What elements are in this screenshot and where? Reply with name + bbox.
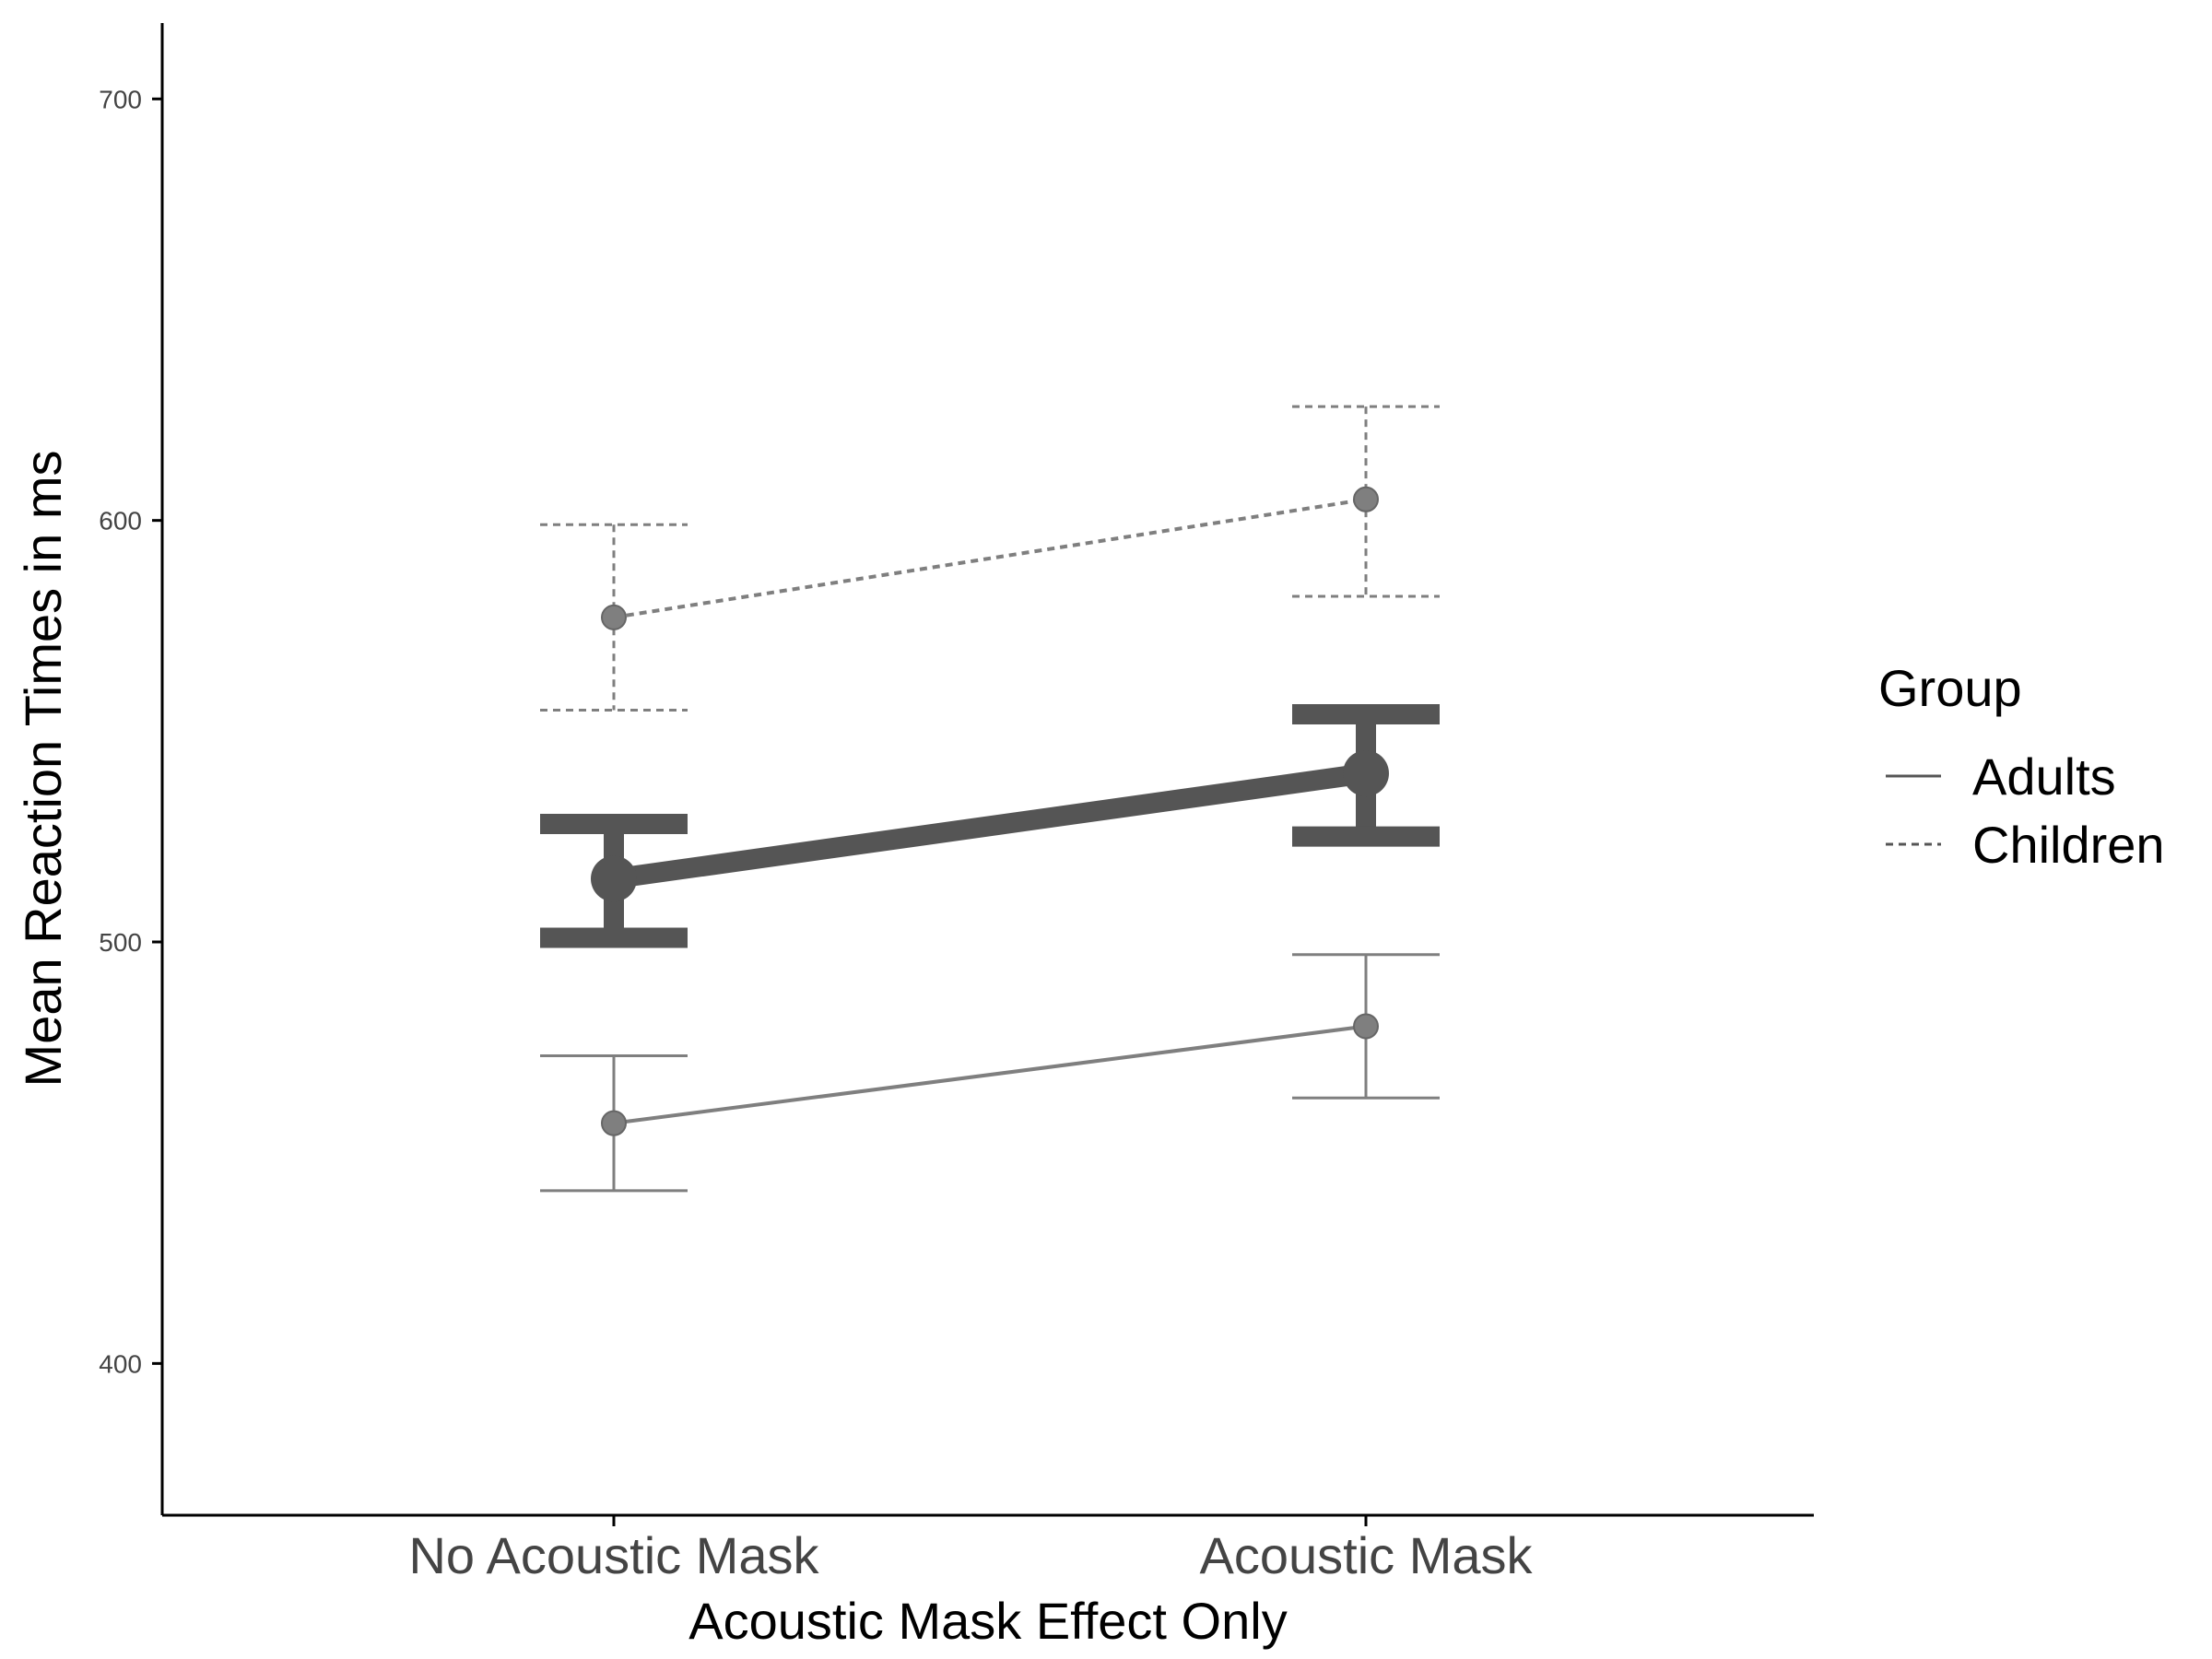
legend-label-children: Children: [1972, 816, 2165, 874]
series-overall: [540, 704, 1440, 948]
y-tick-label: 400: [99, 1349, 142, 1378]
legend-label-adults: Adults: [1972, 747, 2116, 806]
series-line: [613, 1024, 1367, 1125]
x-ticks: No Acoustic Mask Acoustic Mask: [408, 1515, 1533, 1584]
series-children: [540, 405, 1440, 712]
x-tick-label: No Acoustic Mask: [408, 1526, 819, 1584]
x-tick-label: Acoustic Mask: [1200, 1526, 1534, 1584]
y-axis-title: Mean Reaction Times in ms: [14, 451, 72, 1088]
series-line: [613, 497, 1367, 619]
x-axis-title: Acoustic Mask Effect Only: [688, 1592, 1287, 1650]
series-line: [612, 763, 1368, 889]
y-tick-label: 700: [99, 85, 142, 113]
y-tick-label: 600: [99, 507, 142, 535]
data-point: [1353, 1013, 1379, 1040]
chart-marks: [540, 405, 1440, 1193]
data-point: [601, 1110, 627, 1136]
data-point: [591, 855, 637, 902]
series-adults: [540, 953, 1440, 1193]
legend: Group Adults Children: [1878, 659, 2165, 874]
data-point: [601, 604, 627, 630]
data-point: [1343, 750, 1389, 797]
legend-title: Group: [1878, 659, 2022, 717]
y-tick-label: 500: [99, 928, 142, 957]
data-point: [1353, 486, 1379, 512]
y-ticks: 400 500 600 700: [99, 85, 162, 1378]
